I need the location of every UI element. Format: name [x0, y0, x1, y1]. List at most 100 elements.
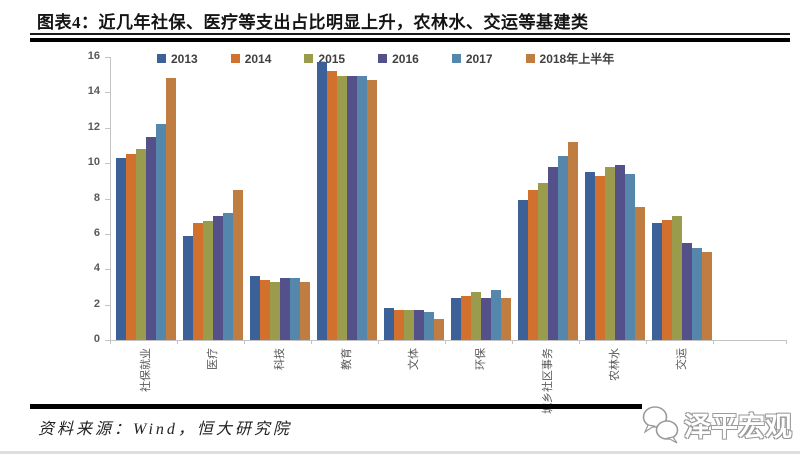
bar-2014-交运 [661, 219, 672, 340]
legend-item-2015: 2015 [304, 52, 345, 66]
legend-swatch [378, 54, 388, 63]
watermark: 泽平宏观 [642, 398, 792, 450]
bar-2013-文体 [383, 308, 394, 340]
x-axis-tick [512, 340, 513, 344]
legend-swatch [230, 54, 240, 63]
legend-item-2016: 2016 [378, 52, 419, 66]
legend-swatch [157, 54, 166, 63]
x-axis-category-label: 文体 [407, 348, 420, 370]
legend-label: 2014 [244, 51, 272, 66]
bar-2018年上半年-城乡社区事务 [567, 141, 578, 340]
bar-2018年上半年-环保 [500, 297, 511, 340]
y-axis-tick [105, 340, 110, 341]
y-axis-tick [105, 304, 110, 306]
chat-bubbles-icon [642, 406, 679, 444]
legend-item-2018年上半年: 2018年上半年 [525, 50, 615, 67]
bar-2014-社保就业 [125, 154, 136, 340]
bar-2016-教育 [346, 76, 357, 340]
x-axis-category-label: 农林水 [608, 348, 621, 381]
bar-2017-社保就业 [155, 124, 166, 340]
bottom-divider [30, 404, 658, 409]
bar-2015-社保就业 [135, 148, 146, 340]
y-axis-label: 12 [87, 120, 100, 133]
y-axis-label: 16 [87, 50, 100, 62]
y-axis-tick [105, 198, 110, 200]
bar-2018年上半年-教育 [366, 79, 377, 340]
y-axis-label: 8 [93, 191, 100, 204]
bar-2016-文体 [413, 309, 424, 340]
bar-2018年上半年-农林水 [634, 207, 645, 340]
legend-label: 2016 [392, 51, 419, 66]
watermark-label: 泽平宏观 [684, 411, 792, 442]
bar-2013-环保 [450, 297, 461, 340]
y-axis-tick [105, 269, 110, 271]
y-axis-label: 4 [93, 262, 100, 275]
bar-2015-城乡社区事务 [537, 182, 548, 340]
bar-2018年上半年-科技 [299, 281, 310, 340]
bar-2017-医疗 [222, 212, 233, 340]
legend-label: 2018年上半年 [539, 52, 615, 66]
bar-2014-农林水 [594, 175, 605, 340]
y-axis-label: 14 [87, 85, 100, 98]
y-axis-tick [105, 127, 110, 129]
x-axis-tick [311, 340, 312, 344]
page-title: 图表4：近几年社保、医疗等支出占比明显上升，农林水、交运等基建类 [37, 13, 589, 32]
legend-item-2017: 2017 [451, 51, 493, 66]
bar-chart: 2013 2014 2015 2016 2017 2018年上半年 0 2 4 6 8 10 12 14… [0, 44, 800, 414]
title-divider [30, 38, 790, 42]
y-axis-line [110, 57, 111, 340]
bar-2015-农林水 [604, 166, 615, 340]
bar-2014-医疗 [192, 223, 203, 340]
bar-2016-科技 [279, 278, 290, 340]
legend-swatch [451, 54, 461, 63]
y-axis-label: 6 [93, 226, 100, 239]
bar-2013-医疗 [182, 235, 193, 340]
bar-2017-农林水 [624, 173, 635, 340]
x-axis-tick [177, 340, 178, 344]
bar-2013-教育 [316, 62, 327, 340]
bar-2015-交运 [671, 216, 682, 340]
legend-label: 2013 [171, 51, 198, 66]
legend-item-2014: 2014 [230, 51, 272, 66]
legend-label: 2017 [465, 51, 493, 66]
y-axis-label: 2 [93, 297, 100, 310]
bar-2013-交运 [651, 223, 662, 340]
bar-2018年上半年-医疗 [232, 189, 243, 340]
x-axis-tick [110, 340, 111, 344]
bar-2016-医疗 [212, 216, 223, 340]
bar-2014-科技 [259, 279, 270, 340]
bar-2015-文体 [403, 309, 414, 340]
bar-2018年上半年-社保就业 [165, 78, 176, 340]
x-axis-tick [244, 340, 245, 344]
bar-2014-文体 [393, 309, 404, 340]
bar-2015-教育 [336, 76, 347, 340]
bar-2017-城乡社区事务 [557, 156, 568, 340]
x-axis-category-label: 环保 [474, 348, 487, 370]
bar-2016-环保 [480, 297, 491, 340]
title-underline [30, 33, 790, 35]
y-axis-tick [105, 92, 110, 94]
bar-2017-交运 [691, 248, 702, 340]
bar-2015-环保 [470, 292, 481, 340]
bar-2013-科技 [249, 276, 260, 340]
bar-2013-城乡社区事务 [517, 200, 528, 340]
x-axis-tick [579, 340, 580, 344]
bar-2017-文体 [423, 311, 434, 340]
y-axis-tick [105, 57, 110, 58]
bar-2015-医疗 [202, 221, 213, 340]
x-axis-category-label: 教育 [340, 348, 353, 370]
chart-legend: 2013 2014 2015 2016 2017 2018年上半年 [157, 50, 614, 67]
x-axis-line [110, 340, 786, 341]
legend-label: 2015 [318, 51, 346, 66]
x-axis-tick [786, 340, 787, 344]
source-note: 资料来源：Wind，恒大研究院 [38, 421, 292, 438]
bar-2017-环保 [490, 290, 501, 340]
x-axis-tick [445, 340, 446, 344]
bar-2016-城乡社区事务 [547, 166, 558, 340]
legend-item-2013: 2013 [157, 52, 198, 66]
bar-2016-交运 [681, 242, 692, 340]
bar-2015-科技 [269, 281, 280, 340]
bar-2016-社保就业 [145, 136, 156, 340]
y-axis-label: 0 [93, 333, 100, 345]
